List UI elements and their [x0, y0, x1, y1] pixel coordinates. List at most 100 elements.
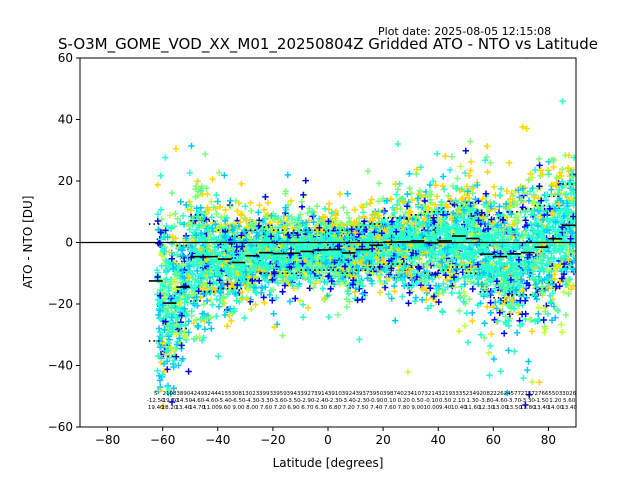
- scatter-point: [467, 138, 474, 145]
- scatter-point: [565, 282, 572, 289]
- scatter-points: [154, 58, 576, 427]
- scatter-point: [287, 197, 295, 205]
- scatter-point: [440, 280, 447, 288]
- scatter-point: [407, 190, 415, 197]
- scatter-point: [496, 192, 504, 199]
- scatter-point: [292, 295, 299, 302]
- scatter-point: [158, 359, 165, 366]
- scatter-point: [168, 224, 175, 231]
- scatter-point: [518, 253, 525, 260]
- scatter-point: [523, 125, 530, 132]
- scatter-point: [556, 169, 564, 176]
- scatter-point: [469, 317, 476, 325]
- scatter-point: [467, 158, 475, 165]
- scatter-point: [439, 182, 447, 190]
- scatter-point: [442, 153, 449, 160]
- scatter-point: [535, 304, 542, 311]
- scatter-point: [405, 300, 412, 307]
- scatter-point: [164, 366, 171, 373]
- scatter-point: [472, 195, 479, 203]
- scatter-point: [159, 403, 167, 410]
- scatter-point: [519, 288, 526, 295]
- scatter-point: [170, 363, 177, 371]
- scatter-point: [216, 169, 223, 177]
- scatter-point: [313, 203, 321, 210]
- scatter-point: [413, 170, 420, 178]
- scatter-point: [535, 310, 542, 317]
- scatter-point: [166, 354, 173, 361]
- scatter-point: [381, 284, 389, 291]
- scatter-point: [394, 186, 402, 193]
- scatter-point: [224, 322, 231, 330]
- scatter-point: [229, 226, 236, 234]
- scatter-point: [284, 171, 291, 179]
- scatter-point: [427, 199, 434, 206]
- scatter-point: [540, 316, 547, 324]
- scatter-point: [188, 142, 195, 150]
- scatter-point: [186, 169, 193, 177]
- scatter-point: [167, 280, 174, 288]
- scatter-point: [367, 200, 374, 207]
- scatter-point: [545, 171, 552, 178]
- scatter-point: [169, 189, 176, 197]
- scatter-point: [426, 181, 434, 189]
- scatter-point: [558, 321, 565, 328]
- scatter-point: [513, 212, 521, 220]
- scatter-point: [256, 202, 263, 209]
- scatter-point: [334, 311, 342, 318]
- scatter-point: [565, 290, 572, 297]
- scatter-point: [231, 308, 238, 315]
- scatter-point: [197, 187, 205, 194]
- scatter-point: [154, 210, 161, 218]
- scatter-point: [440, 289, 447, 297]
- scatter-point: [326, 200, 333, 207]
- scatter-point: [157, 172, 164, 179]
- scatter-point: [227, 203, 234, 210]
- scatter-point: [528, 174, 536, 182]
- scatter-point: [266, 291, 273, 299]
- scatter-point: [242, 203, 249, 210]
- scatter-point: [154, 181, 161, 189]
- scatter-point: [445, 192, 452, 200]
- scatter-point: [279, 288, 286, 295]
- scatter-point: [156, 377, 164, 384]
- scatter-point: [458, 283, 465, 290]
- scatter-point: [319, 285, 327, 292]
- scatter-point: [484, 168, 491, 176]
- scatter-point: [492, 206, 499, 213]
- scatter-point: [441, 186, 448, 193]
- scatter-point: [355, 231, 362, 238]
- scatter-point: [363, 201, 370, 208]
- scatter-point: [289, 282, 296, 289]
- scatter-point: [364, 168, 372, 175]
- scatter-point: [280, 213, 287, 220]
- scatter-point: [497, 368, 504, 375]
- scatter-point: [166, 212, 174, 219]
- scatter-point: [547, 292, 554, 299]
- scatter-point: [234, 226, 241, 233]
- scatter-point: [294, 283, 302, 290]
- scatter-point: [535, 155, 543, 163]
- scatter-point: [340, 204, 347, 211]
- scatter-point: [204, 191, 211, 198]
- scatter-point: [200, 334, 207, 341]
- scatter-point: [513, 229, 520, 237]
- scatter-point: [503, 187, 511, 195]
- scatter-point: [298, 198, 305, 205]
- scatter-point: [462, 170, 469, 177]
- scatter-point: [327, 285, 334, 293]
- scatter-point: [234, 207, 241, 215]
- scatter-point: [232, 290, 239, 297]
- scatter-point: [252, 301, 259, 308]
- scatter-point: [215, 303, 223, 310]
- scatter-point: [446, 166, 454, 174]
- scatter-point: [531, 166, 539, 174]
- scatter-point: [406, 170, 413, 177]
- scatter-point: [517, 268, 525, 276]
- scatter-point: [304, 209, 312, 217]
- scatter-point: [461, 322, 469, 329]
- scatter-point: [182, 333, 190, 340]
- scatter-point: [557, 172, 565, 180]
- scatter-point: [200, 222, 207, 230]
- scatter-point: [158, 216, 165, 223]
